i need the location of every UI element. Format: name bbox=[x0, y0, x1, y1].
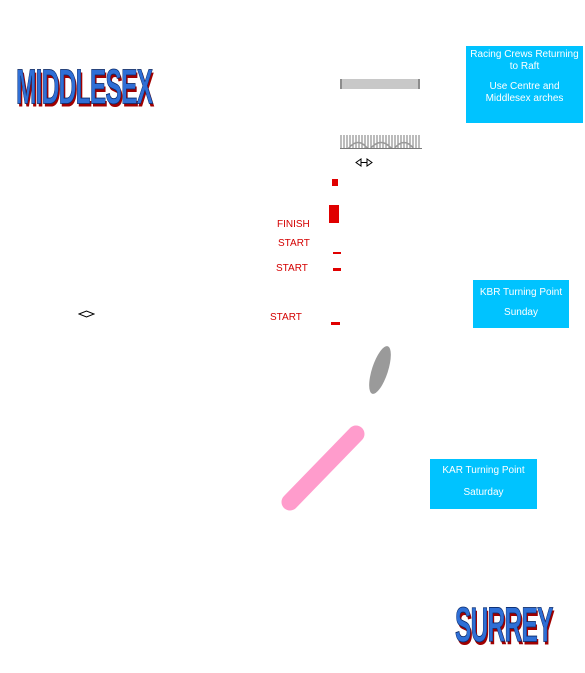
start-label-3: START bbox=[270, 312, 302, 323]
finish-label: FINISH bbox=[277, 219, 310, 230]
start-label-1: START bbox=[278, 238, 310, 249]
kar-heading: KAR Turning Point bbox=[442, 465, 525, 476]
middlesex-bank-label: MIDDLESEX bbox=[16, 60, 153, 116]
surrey-bank-label: SURREY bbox=[455, 598, 554, 654]
kbr-heading: KBR Turning Point bbox=[479, 287, 563, 298]
kar-day: Saturday bbox=[463, 487, 504, 498]
kbr-turning-point-box: KBR Turning Point Sunday bbox=[473, 280, 569, 328]
finish-marker bbox=[329, 205, 339, 223]
start-marker-1 bbox=[333, 252, 341, 254]
racing-crews-heading: Racing Crews Returning to Raft bbox=[470, 49, 579, 72]
course-buoy-marker bbox=[332, 179, 338, 186]
pink-zone-shape bbox=[281, 425, 365, 511]
island-shape bbox=[369, 346, 391, 394]
racing-crews-arches-note: Use Centre and Middlesex arches bbox=[485, 81, 564, 104]
kar-turning-point-box: KAR Turning Point Saturday bbox=[430, 459, 537, 509]
bridge-arches bbox=[340, 134, 422, 149]
kbr-day: Sunday bbox=[504, 307, 538, 318]
bridge-deck bbox=[340, 79, 420, 89]
left-marker-icon bbox=[78, 310, 95, 318]
racing-crews-info-box: Racing Crews Returning to Raft Use Centr… bbox=[466, 46, 583, 123]
start-label-2: START bbox=[276, 263, 308, 274]
start-marker-3 bbox=[331, 322, 340, 325]
bridge-direction-icon bbox=[355, 158, 373, 167]
start-marker-2 bbox=[333, 268, 341, 271]
